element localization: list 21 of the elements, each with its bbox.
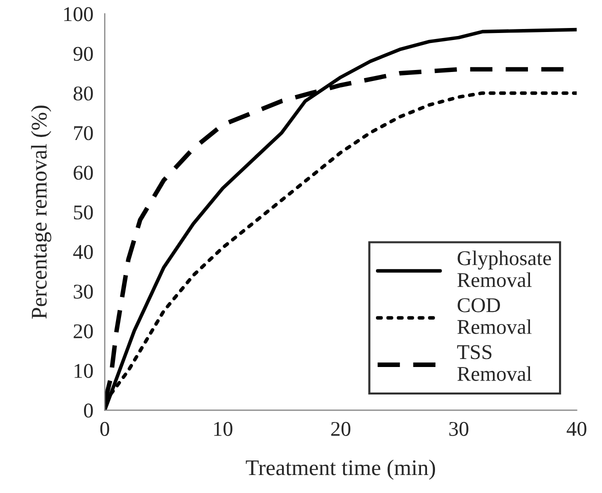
x-tick-label: 10 — [214, 422, 232, 436]
legend-label: TSS Removal — [457, 345, 532, 381]
x-tick-label: 40 — [566, 422, 586, 436]
legend-label: Glyphosate Removal — [457, 250, 551, 288]
y-axis-title: Percentage removal (%) — [31, 106, 52, 319]
x-axis-title: Treatment time (min) — [246, 460, 436, 480]
y-tick-label: 40 — [73, 245, 93, 260]
y-tick-label: 0 — [84, 404, 93, 418]
x-tick-label: 0 — [100, 422, 110, 436]
y-tick-label: 60 — [74, 166, 93, 180]
y-tick-label: 90 — [73, 46, 93, 61]
y-tick-label: 70 — [74, 126, 93, 140]
y-tick-label: 100 — [64, 7, 93, 22]
y-tick-label: 80 — [74, 86, 93, 101]
y-tick-label: 30 — [74, 284, 93, 299]
y-tick-label: 50 — [74, 205, 93, 220]
y-tick-label: 10 — [74, 364, 93, 378]
x-tick-label: 30 — [449, 422, 468, 436]
y-tick-label: 20 — [74, 324, 93, 338]
x-tick-label: 20 — [331, 422, 350, 436]
legend-label: COD Removal — [457, 298, 532, 334]
